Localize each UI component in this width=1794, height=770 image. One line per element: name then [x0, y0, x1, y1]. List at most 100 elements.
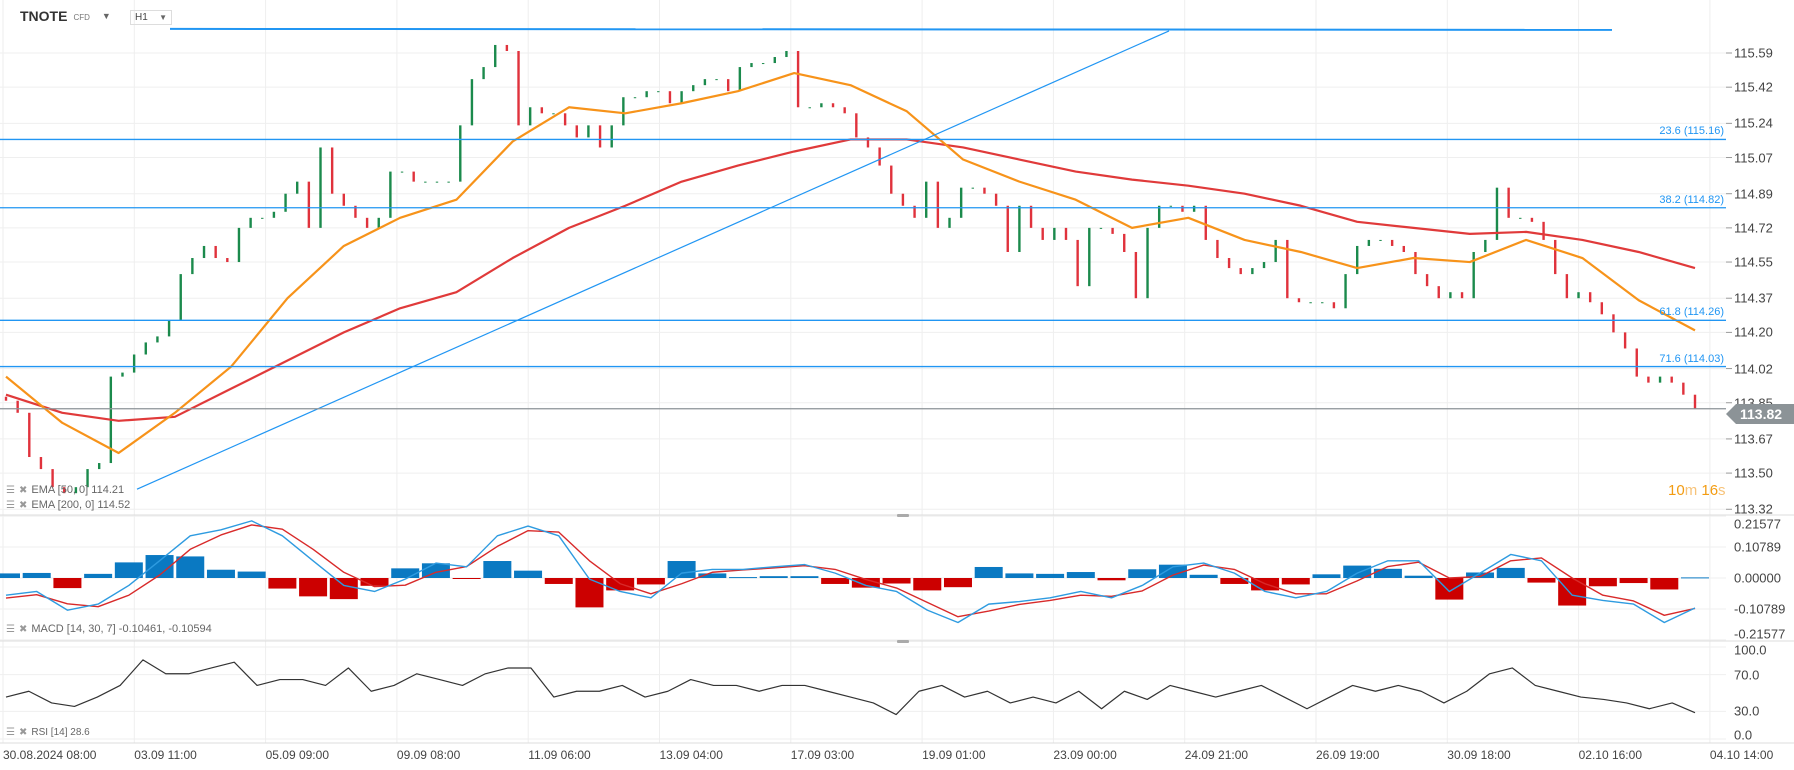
macd-histogram-bar: [544, 578, 573, 584]
close-icon[interactable]: ✖: [18, 727, 28, 738]
macd-histogram-bar: [821, 578, 850, 584]
candle: [1204, 205, 1207, 240]
candle: [1647, 376, 1650, 383]
close-icon[interactable]: ✖: [18, 499, 28, 511]
candle: [214, 245, 217, 259]
macd-histogram-bar: [974, 566, 1003, 578]
settings-icon[interactable]: ☰: [6, 727, 15, 738]
chevron-down-icon[interactable]: ▼: [101, 11, 111, 21]
pane-resize-handle[interactable]: [897, 640, 909, 643]
candle: [1239, 268, 1242, 275]
settings-icon[interactable]: ☰: [6, 623, 15, 635]
candle: [226, 258, 229, 263]
fib-label: 71.6 (114.03): [1659, 352, 1724, 365]
symbol-selector[interactable]: TNOTE CFD ▼: [20, 8, 111, 24]
candles: [4, 44, 1697, 494]
candle: [261, 217, 264, 219]
legend-macd[interactable]: ☰ ✖ MACD [14, 30, 7] -0.10461, -0.10594: [6, 623, 212, 635]
candle: [330, 147, 334, 194]
ema50-line: [5, 71, 1696, 455]
macd-histogram-bar: [360, 578, 389, 586]
candle: [703, 79, 707, 86]
macd-signal-line: [5, 524, 1696, 618]
candle: [1297, 298, 1301, 303]
macd-histogram-bar: [1005, 573, 1034, 578]
candle: [1542, 221, 1545, 240]
macd-histogram-bar: [1404, 575, 1433, 578]
candle: [1192, 205, 1196, 212]
candle: [307, 181, 311, 228]
time-label: 04.10 14:00: [1709, 748, 1774, 762]
candle: [1565, 274, 1569, 299]
candle: [412, 171, 415, 182]
timer-min: 10: [1668, 482, 1685, 499]
time-label: 26.09 19:00: [1316, 748, 1380, 762]
candle: [1251, 268, 1254, 275]
candle: [1286, 239, 1289, 299]
macd-histogram-bar: [22, 572, 51, 578]
candle: [1402, 245, 1405, 252]
legend-rsi[interactable]: ☰ ✖ RSI [14] 28.6: [6, 727, 90, 738]
candle: [272, 211, 276, 218]
macd-histogram-bar: [1650, 578, 1679, 590]
rsi-line: [5, 659, 1696, 716]
candle: [959, 187, 963, 218]
candle: [1111, 227, 1114, 234]
candle: [435, 181, 439, 183]
macd-histogram-bar: [1097, 578, 1126, 581]
candle: [470, 79, 474, 126]
candle: [1064, 227, 1068, 240]
macd-histogram-bar: [1619, 578, 1648, 584]
candle: [365, 217, 369, 228]
candle: [936, 181, 940, 228]
drawings[interactable]: [0, 27, 1726, 490]
candle: [86, 469, 89, 488]
pane-resize-handle[interactable]: [897, 514, 909, 517]
macd-histogram-bar: [237, 571, 266, 578]
settings-icon[interactable]: ☰: [6, 499, 15, 511]
candle: [657, 91, 660, 93]
chevron-down-icon: ▼: [159, 13, 167, 22]
candle: [1356, 245, 1359, 275]
candle: [622, 97, 625, 126]
legend-ema50[interactable]: ☰ ✖ EMA [50, 0] 114.21: [6, 484, 124, 496]
macd-histogram-bar: [114, 562, 143, 578]
candle: [1321, 302, 1324, 304]
candle: [132, 354, 136, 373]
candle: [1682, 382, 1685, 395]
legend-ema200[interactable]: ☰ ✖ EMA [200, 0] 114.52: [6, 499, 130, 511]
macd-histogram-bar: [1036, 573, 1065, 578]
timeframe-select[interactable]: H1 ▼: [130, 10, 172, 25]
macd-line: [5, 520, 1696, 624]
candle: [587, 125, 590, 138]
price-tick: 114.37: [1734, 290, 1773, 306]
price-tick: 114.89: [1734, 186, 1773, 202]
candle: [237, 227, 241, 263]
macd-histogram-bar: [913, 578, 942, 591]
candle: [1635, 348, 1638, 377]
macd-histogram-bar: [851, 578, 880, 588]
settings-icon[interactable]: ☰: [6, 484, 15, 496]
candle: [726, 79, 730, 92]
time-label: 09.09 08:00: [396, 748, 461, 762]
fib-label: 38.2 (114.82): [1659, 193, 1724, 206]
macd-histogram-bar: [1681, 577, 1709, 579]
macd-histogram-bar: [1527, 578, 1556, 583]
candle: [598, 125, 602, 148]
time-label: 05.09 09:00: [265, 748, 329, 762]
macd-histogram-bar: [882, 578, 911, 584]
candle: [1216, 239, 1219, 259]
trendline: [136, 30, 1170, 490]
price-tick: 114.20: [1734, 324, 1773, 340]
macd-histogram-bar: [1466, 572, 1495, 578]
candle: [528, 107, 532, 126]
close-icon[interactable]: ✖: [18, 623, 28, 635]
close-icon[interactable]: ✖: [18, 484, 28, 496]
candle: [1449, 292, 1452, 299]
time-label: 24.09 21:00: [1184, 748, 1249, 762]
macd-histogram-bar: [206, 569, 235, 578]
candle: [796, 50, 800, 108]
time-label: 11.09 06:00: [528, 748, 591, 762]
candle: [505, 44, 509, 51]
